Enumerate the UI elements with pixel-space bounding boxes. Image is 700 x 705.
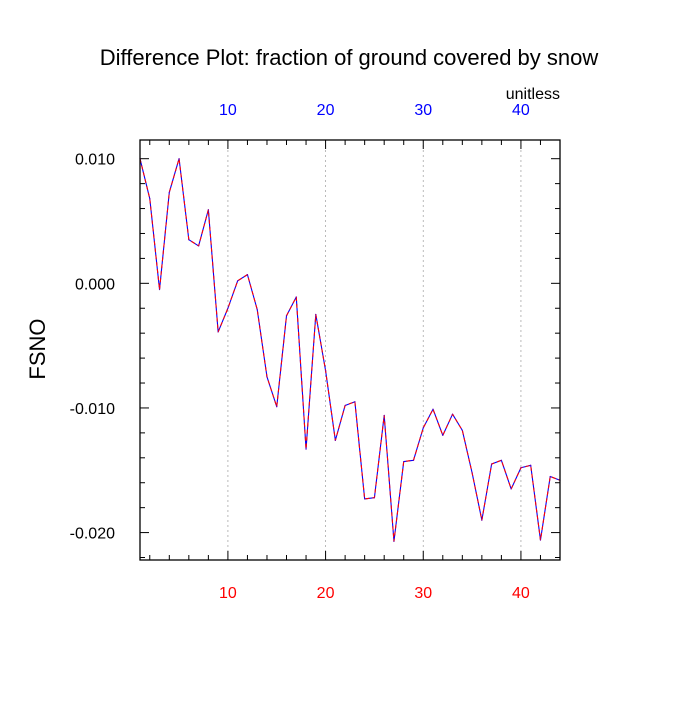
- data-point: [481, 519, 483, 521]
- y-tick-label: -0.010: [70, 401, 115, 418]
- data-point: [227, 307, 229, 309]
- data-point: [491, 463, 493, 465]
- data-point: [364, 498, 366, 500]
- data-point: [324, 369, 327, 372]
- data-point: [373, 497, 376, 499]
- data-point: [295, 296, 297, 298]
- data-point: [149, 197, 151, 200]
- data-point: [198, 245, 200, 247]
- data-point: [207, 209, 209, 211]
- series-line-primary: [139, 158, 561, 542]
- data-point: [393, 540, 395, 542]
- x-tick-label-bottom: 30: [414, 585, 432, 602]
- data-point: [539, 539, 542, 541]
- x-tick-label-top: 40: [512, 102, 530, 119]
- data-point: [285, 315, 288, 317]
- chart-title: Difference Plot: fraction of ground cove…: [100, 45, 599, 70]
- data-point: [168, 191, 170, 193]
- data-point: [256, 308, 258, 311]
- data-point: [432, 408, 434, 410]
- grid-layer: [227, 140, 522, 560]
- data-point: [178, 158, 180, 160]
- y-axis-label: FSNO: [25, 318, 50, 379]
- x-tick-label-bottom: 10: [219, 585, 237, 602]
- data-point: [217, 331, 219, 333]
- data-point: [276, 406, 278, 408]
- y-tick-label: -0.020: [70, 526, 115, 543]
- y-tick-label: 0.010: [75, 152, 115, 169]
- tick-label-layer: 0.010 0.000 -0.010 -0.020 10 20 30 40 10 20 30 40: [70, 102, 530, 602]
- data-point: [315, 313, 317, 316]
- data-point: [510, 488, 512, 490]
- data-point: [530, 464, 532, 466]
- x-tick-label-top: 20: [317, 102, 335, 119]
- x-tick-label-top: 30: [414, 102, 432, 119]
- data-point: [471, 472, 473, 474]
- data-point: [442, 434, 444, 436]
- data-point: [305, 448, 307, 450]
- series-line-overlay: [139, 158, 561, 542]
- data-point: [237, 280, 239, 282]
- data-point: [354, 401, 356, 403]
- data-point: [383, 414, 385, 417]
- x-tick-label-top: 10: [219, 102, 237, 119]
- data-point: [451, 413, 454, 415]
- data-point: [520, 467, 522, 469]
- data-point: [461, 429, 463, 431]
- data-point: [344, 404, 346, 407]
- data-point: [158, 288, 161, 291]
- x-tick-label-bottom: 40: [512, 585, 530, 602]
- data-point: [334, 439, 336, 441]
- data-point: [246, 273, 249, 276]
- plot-frame: [139, 139, 561, 561]
- data-point: [403, 460, 405, 463]
- data-point: [412, 459, 415, 461]
- data-point: [422, 427, 424, 429]
- x-tick-label-bottom: 20: [317, 585, 335, 602]
- data-point: [500, 459, 502, 461]
- data-point: [188, 239, 190, 241]
- data-point: [549, 475, 551, 478]
- tick-layer: [140, 140, 561, 560]
- units-label: unitless: [506, 86, 560, 103]
- data-point: [266, 376, 268, 378]
- y-tick-label: 0.000: [75, 276, 115, 293]
- series-layer: [139, 158, 561, 542]
